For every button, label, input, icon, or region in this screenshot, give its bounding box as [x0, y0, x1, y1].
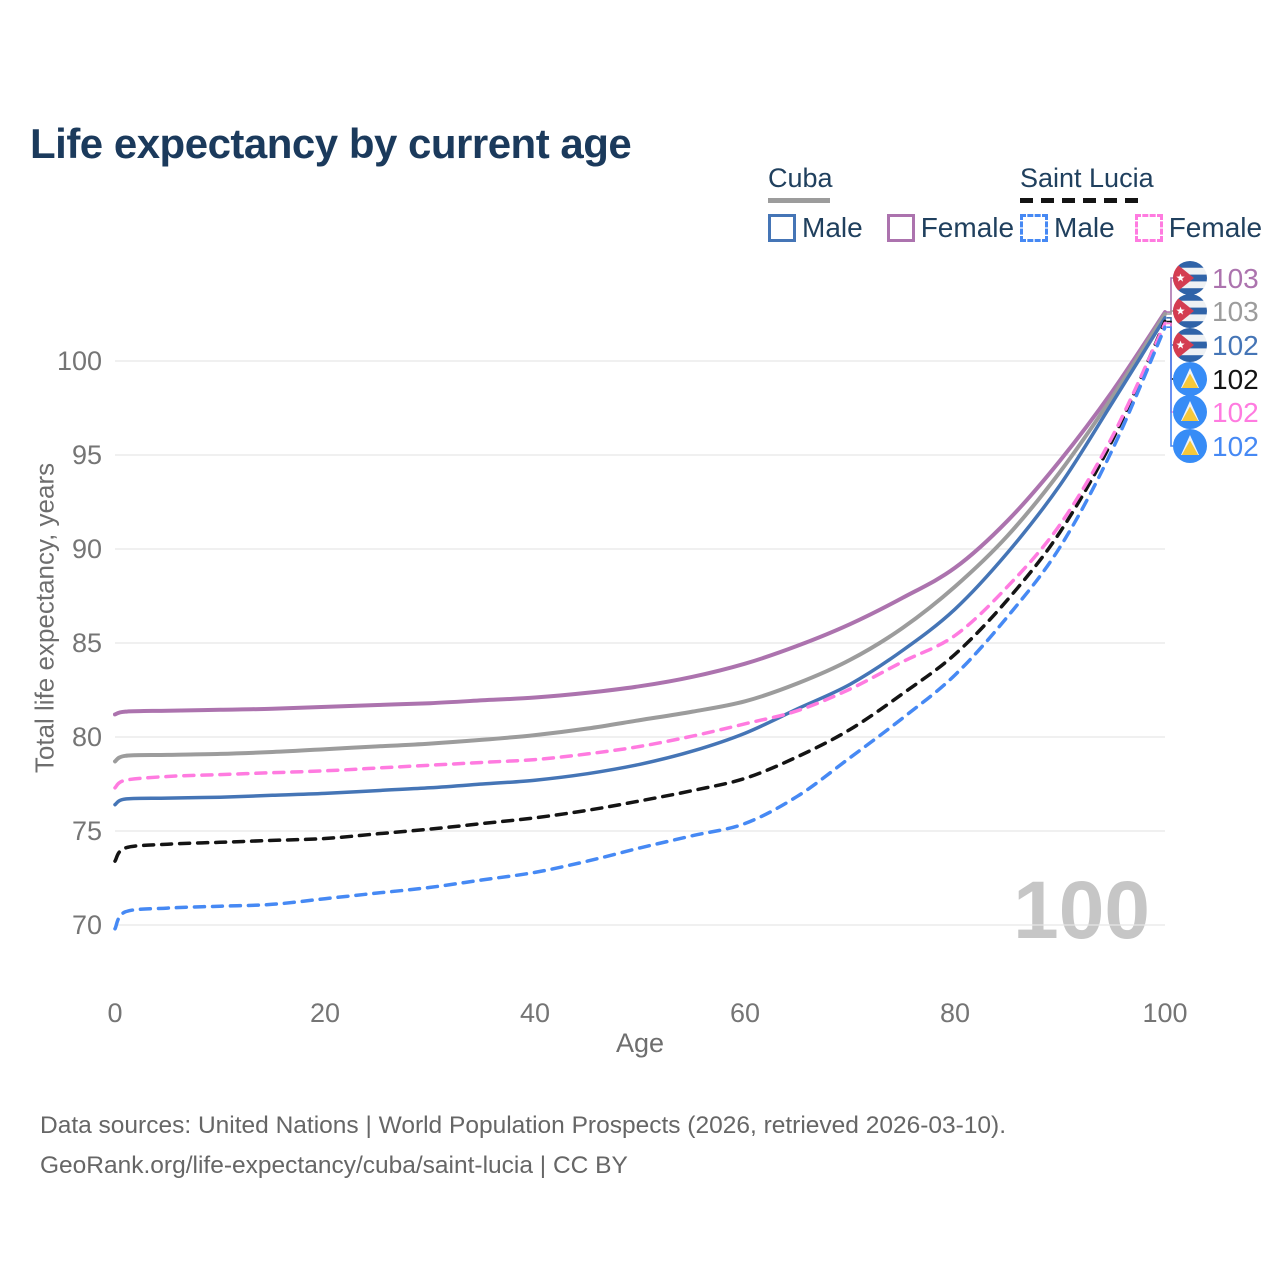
cuba-both-line-swatch [768, 198, 830, 203]
legend-country-cuba: Cuba [768, 163, 833, 193]
end-value-label-saint-lucia-both: 102 [1212, 364, 1259, 395]
legend-label-saint-lucia-male: Male [1054, 212, 1115, 243]
cuba-flag-icon [1173, 328, 1207, 362]
y-tick-90: 90 [72, 534, 102, 564]
series-line-cuba-both [113, 312, 1167, 764]
series-line-cuba-female [113, 310, 1167, 717]
y-tick-70: 70 [72, 910, 102, 940]
y-tick-75: 75 [72, 816, 102, 846]
end-value-label-cuba-male: 102 [1212, 330, 1259, 361]
x-tick-80: 80 [940, 998, 970, 1028]
series-line-saint-lucia-male [113, 325, 1167, 931]
x-tick-60: 60 [730, 998, 760, 1028]
end-value-label-saint-lucia-female: 102 [1212, 397, 1259, 428]
x-tick-40: 40 [520, 998, 550, 1028]
end-value-label-cuba-both: 103 [1212, 296, 1259, 327]
saint-lucia-both-line-swatch [1020, 198, 1144, 203]
leader-line-cuba-female [1167, 277, 1173, 313]
page-title: Life expectancy by current age [30, 120, 632, 168]
y-tick-100: 100 [57, 346, 102, 376]
end-value-label-saint-lucia-male: 102 [1212, 431, 1259, 462]
leader-line-saint-lucia-both [1167, 320, 1173, 380]
x-tick-100: 100 [1142, 998, 1187, 1028]
leader-line-saint-lucia-female [1167, 322, 1173, 413]
x-tick-20: 20 [310, 998, 340, 1028]
saint-lucia-flag-triangle-yellow [1181, 406, 1199, 421]
leader-line-saint-lucia-male [1167, 326, 1173, 447]
legend-label-cuba-female: Female [920, 212, 1015, 243]
legend-label-cuba-male: Male [802, 212, 863, 243]
legend-group-cuba: Cuba Male Female [768, 163, 1014, 244]
series-line-cuba-male [113, 316, 1167, 807]
y-tick-95: 95 [72, 440, 102, 470]
leader-line-cuba-both [1167, 310, 1173, 315]
legend-row-cuba: Male Female [768, 212, 1014, 244]
footer-data-sources: Data sources: United Nations | World Pop… [40, 1112, 1007, 1139]
legend-label-saint-lucia-female: Female [1168, 212, 1263, 243]
saint-lucia-flag-triangle-yellow [1181, 373, 1199, 388]
series-line-saint-lucia-female [113, 321, 1167, 790]
cuba-flag-icon [1173, 294, 1207, 328]
legend-checkbox-saint-lucia-male[interactable] [1020, 214, 1048, 242]
y-tick-80: 80 [72, 722, 102, 752]
x-tick-0: 0 [107, 998, 122, 1028]
x-axis-title: Age [615, 1028, 665, 1058]
y-tick-85: 85 [72, 628, 102, 658]
end-value-label-cuba-female: 103 [1212, 263, 1259, 294]
legend-checkbox-cuba-female[interactable] [886, 214, 915, 242]
legend-checkbox-saint-lucia-female[interactable] [1134, 214, 1163, 242]
footer: Data sources: United Nations | World Pop… [40, 1106, 1006, 1186]
legend: Cuba Male Female Saint Lucia Male Female [0, 163, 1280, 243]
legend-checkbox-cuba-male[interactable] [768, 214, 796, 242]
series-line-saint-lucia-both [113, 319, 1167, 863]
legend-row-saint-lucia: Male Female [1020, 212, 1262, 244]
footer-attribution-url: GeoRank.org/life-expectancy/cuba/saint-l… [40, 1152, 628, 1179]
legend-group-saint-lucia: Saint Lucia Male Female [1020, 163, 1262, 244]
saint-lucia-flag-triangle-yellow [1181, 440, 1199, 455]
age-watermark: 100 [1013, 865, 1150, 956]
cuba-flag-icon [1173, 261, 1207, 295]
legend-country-saint-lucia: Saint Lucia [1020, 163, 1154, 193]
